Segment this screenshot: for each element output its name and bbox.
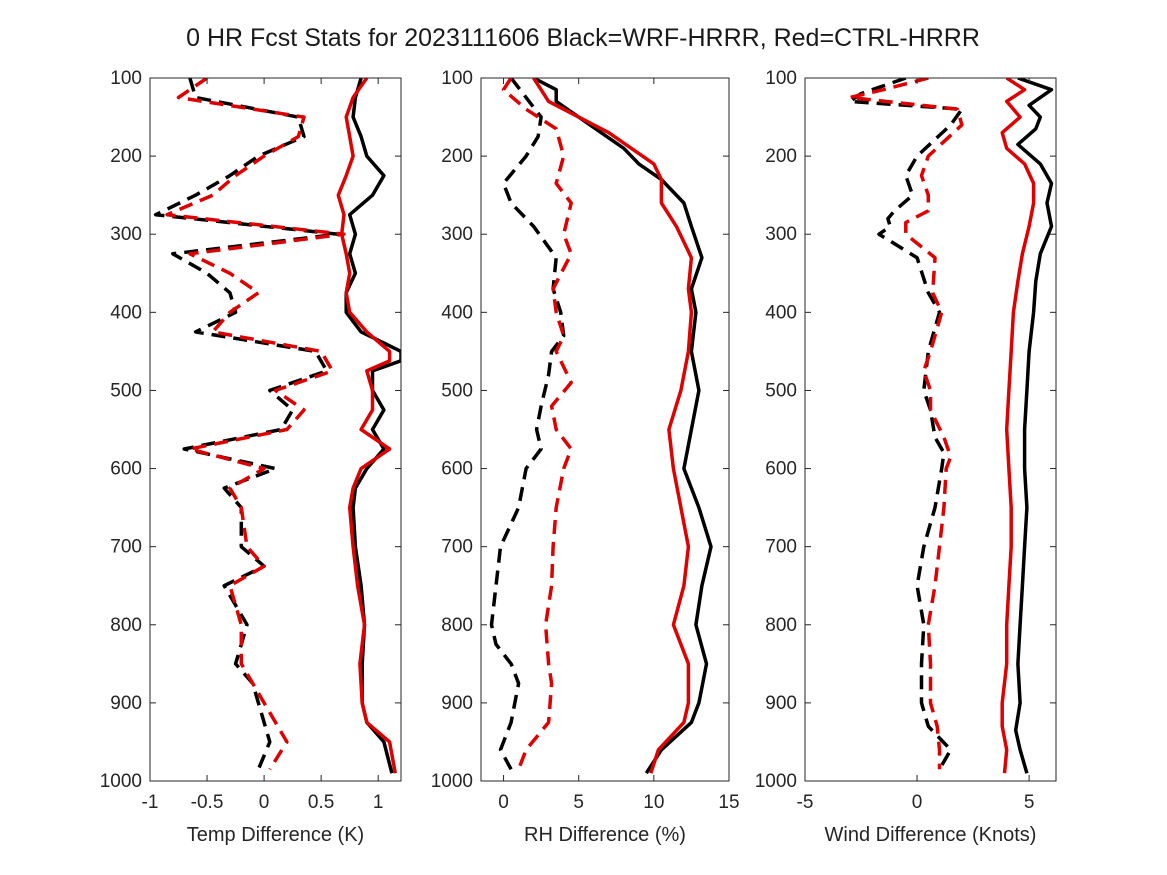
xtick-label: 0.5 [308, 792, 334, 813]
ytick-label: 800 [765, 615, 797, 636]
ytick-label: 900 [441, 693, 473, 714]
ytick-label: 900 [765, 693, 797, 714]
xtick-label: 1 [373, 792, 384, 813]
xtick-label: 15 [718, 792, 739, 813]
series-group [153, 78, 401, 774]
xtick-label: 5 [1024, 792, 1035, 813]
x-axis-label: RH Difference (%) [524, 824, 686, 846]
series-line-wrf-solid [344, 78, 401, 774]
ytick-label: 1000 [755, 771, 797, 792]
ytick-label: 500 [765, 380, 797, 401]
ytick-label: 900 [110, 693, 142, 714]
ytick-label: 600 [765, 459, 797, 480]
ytick-label: 600 [110, 459, 142, 480]
xtick-label: 0 [912, 792, 923, 813]
ytick-label: 500 [110, 380, 142, 401]
series-group [848, 78, 1054, 774]
series-line-wrf-dashed [489, 78, 566, 771]
ytick-label: 300 [110, 224, 142, 245]
xtick-label: -0.5 [191, 792, 224, 813]
ytick-label: 200 [441, 146, 473, 167]
x-axis-label: Wind Difference (Knots) [825, 824, 1037, 846]
ytick-label: 200 [110, 146, 142, 167]
axes-frame [149, 77, 402, 782]
ytick-label: 100 [441, 68, 473, 89]
series-line-ctrl-dashed [848, 78, 964, 770]
axes-frame [804, 77, 1057, 782]
ytick-label: 700 [765, 537, 797, 558]
x-axis-label: Temp Difference (K) [187, 824, 364, 846]
ytick-label: 400 [765, 302, 797, 323]
panel-1: 100 200 300 400 500 600 700 800 900 1000-1 -0.5 0 0.… [100, 68, 402, 846]
ytick-label: 500 [441, 380, 473, 401]
xtick-label: -1 [142, 792, 159, 813]
series-line-wrf-solid [532, 78, 713, 775]
series-line-wrf-solid [1013, 78, 1054, 774]
series-line-ctrl-solid [1000, 78, 1036, 774]
series-group [489, 78, 713, 775]
series-line-ctrl-solid [532, 78, 694, 774]
ytick-label: 800 [441, 615, 473, 636]
ytick-label: 100 [765, 68, 797, 89]
xtick-label: 5 [573, 792, 584, 813]
ytick-label: 400 [110, 302, 142, 323]
ytick-label: 400 [441, 302, 473, 323]
axes-frame [480, 77, 730, 782]
series-line-wrf-dashed [153, 78, 341, 770]
series-line-wrf-dashed [848, 78, 964, 771]
panel-3: 100 200 300 400 500 600 700 800 900 1000-5 0 5 Wind … [755, 68, 1057, 846]
xtick-label: 0 [498, 792, 509, 813]
ytick-label: 700 [441, 537, 473, 558]
figure-title: 0 HR Fcst Stats for 2023111606 Black=WRF… [186, 24, 980, 52]
ytick-label: 800 [110, 615, 142, 636]
ytick-label: 100 [110, 68, 142, 89]
series-line-ctrl-dashed [501, 78, 573, 770]
ytick-label: 1000 [100, 771, 142, 792]
ytick-label: 600 [441, 459, 473, 480]
ytick-label: 300 [441, 224, 473, 245]
xtick-label: -5 [797, 792, 814, 813]
series-line-ctrl-dashed [165, 78, 346, 771]
ytick-label: 1000 [431, 771, 473, 792]
ytick-label: 200 [765, 146, 797, 167]
series-line-ctrl-solid [336, 78, 398, 774]
panel-2: 100 200 300 400 500 600 700 800 900 1000 0 5 10 15 RH … [431, 68, 740, 846]
xtick-label: 0 [259, 792, 270, 813]
ytick-label: 300 [765, 224, 797, 245]
xtick-label: 10 [643, 792, 664, 813]
ytick-label: 700 [110, 537, 142, 558]
